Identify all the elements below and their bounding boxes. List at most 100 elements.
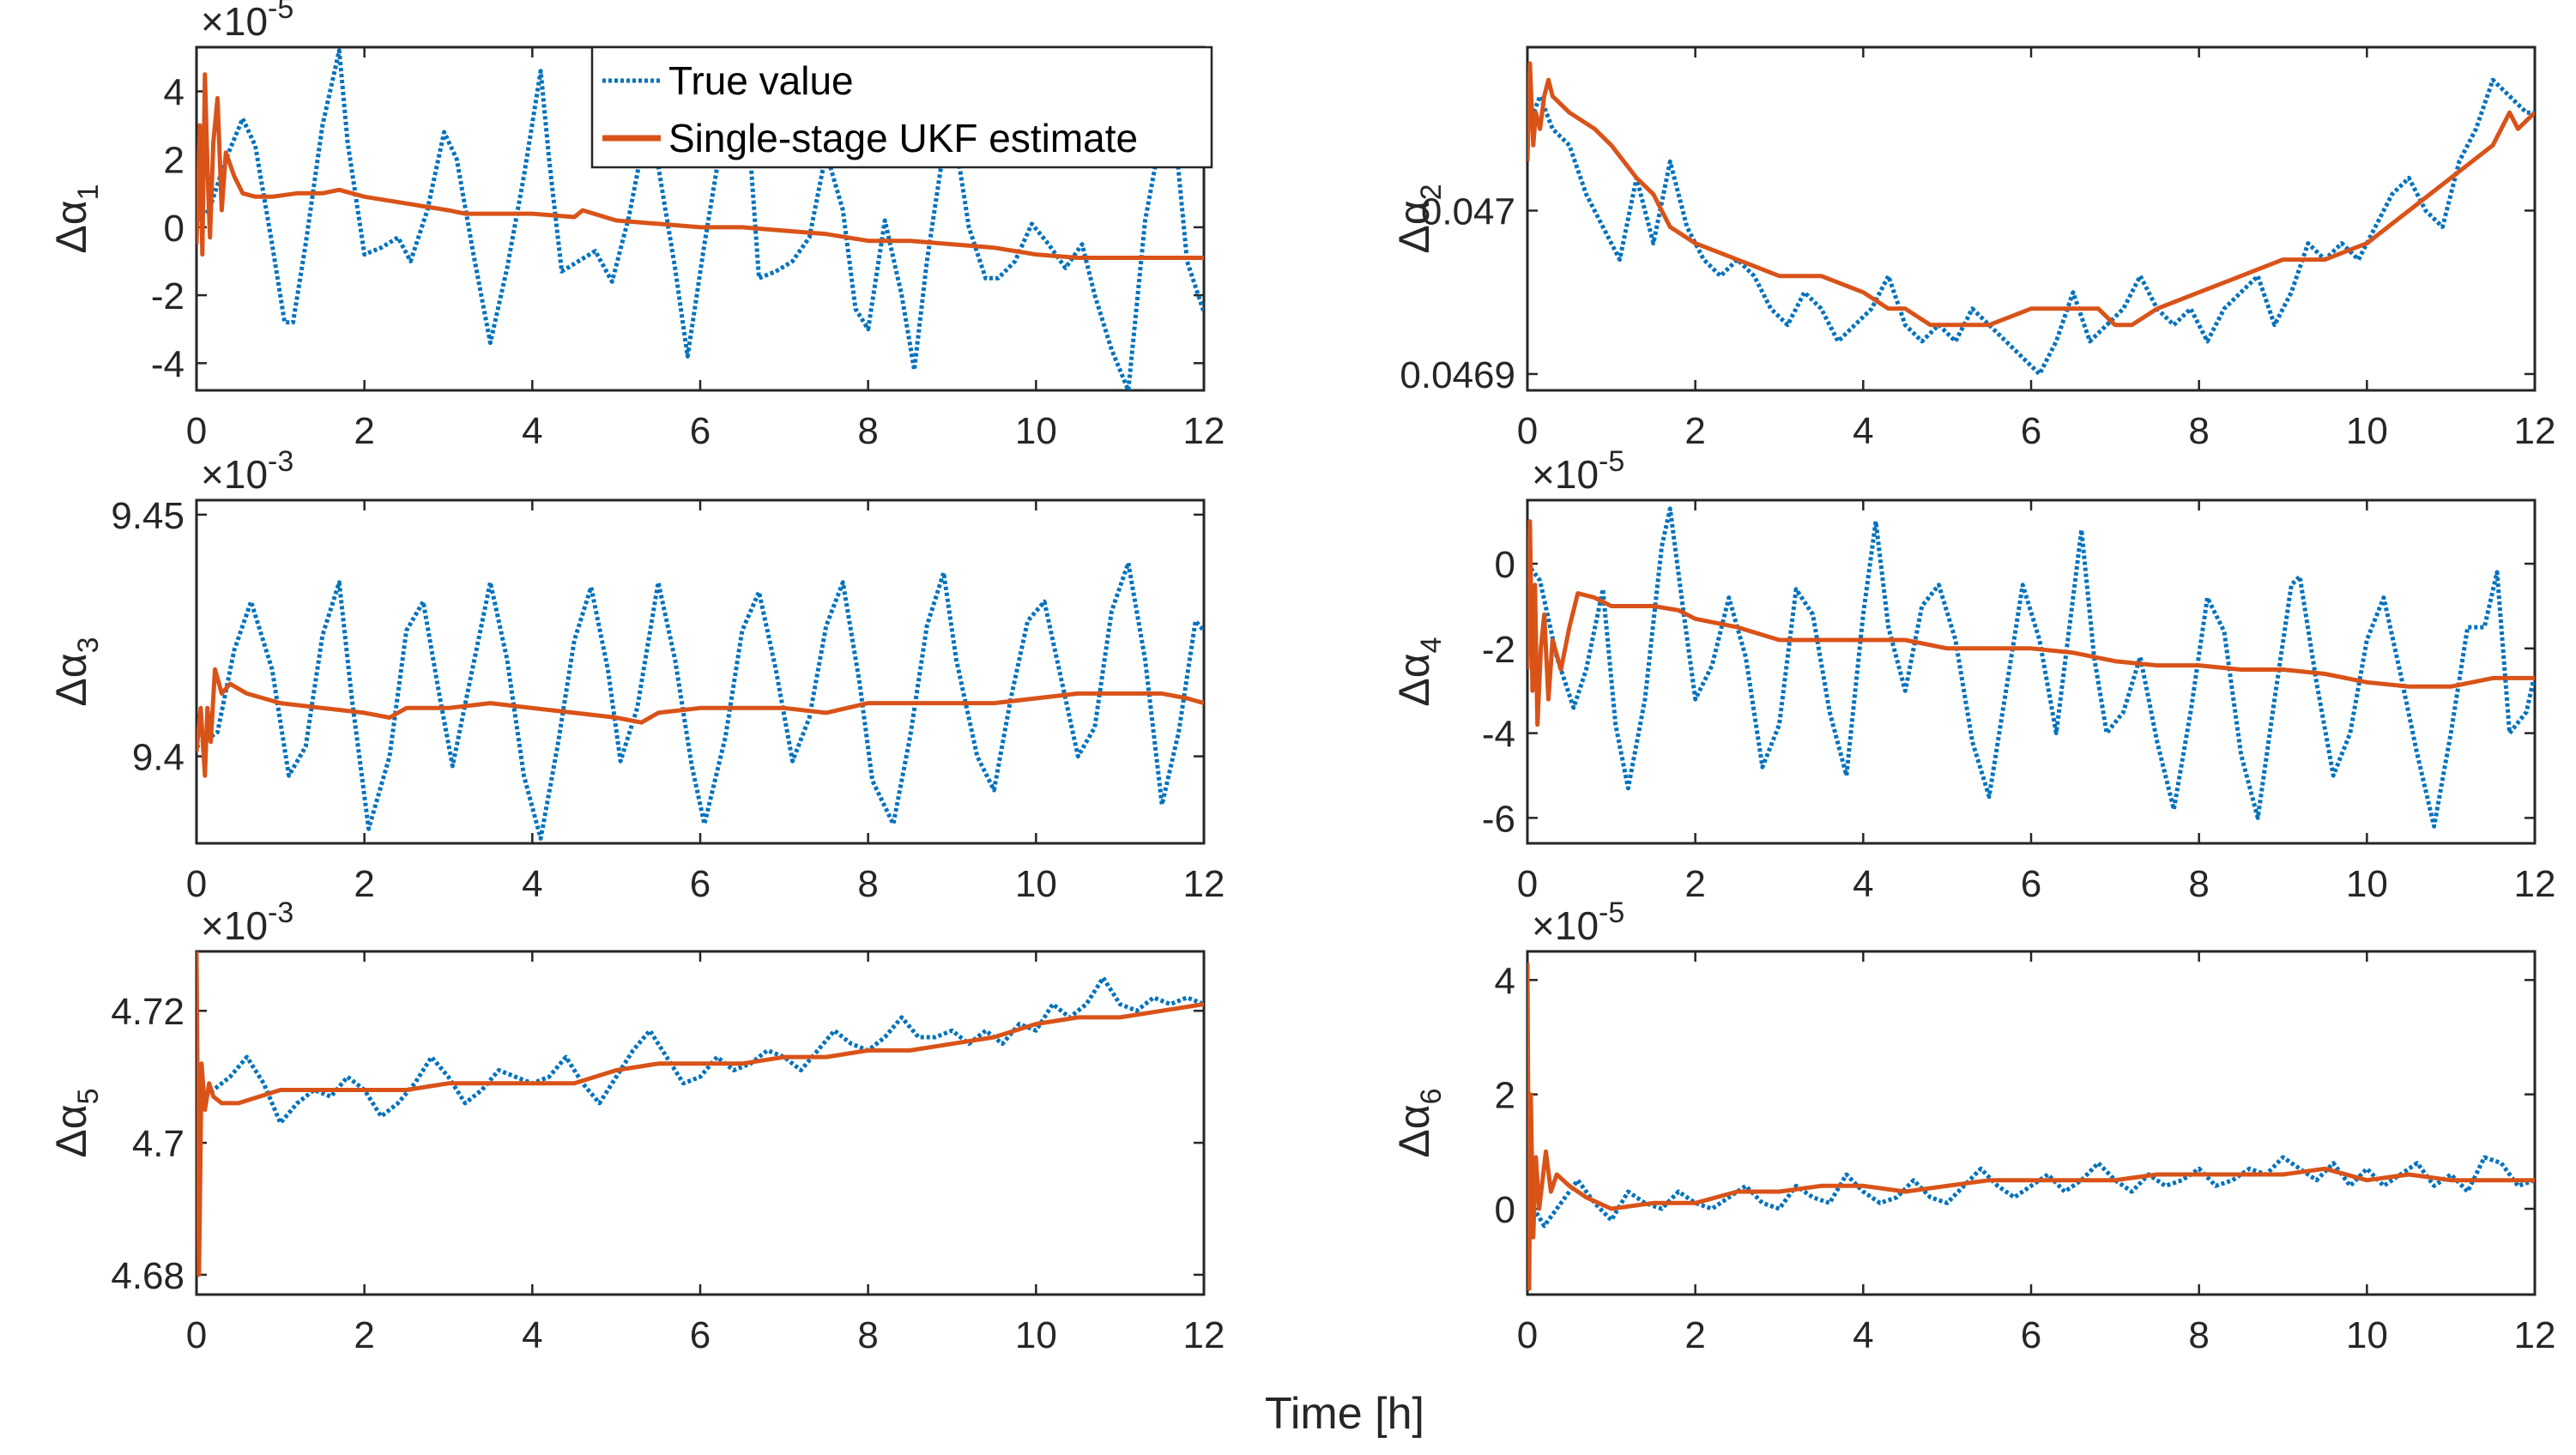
- panel-3-true-value-line: [197, 560, 1204, 841]
- panel-3-y-tick-label: 9.4: [132, 737, 184, 779]
- panel-1-true-value-line: [197, 48, 1204, 390]
- panel-6-y-tick-label: 2: [1495, 1075, 1515, 1117]
- panel-2-x-tick-label: 8: [2188, 410, 2209, 452]
- panel-6-exponent-label: ×10-5: [1532, 897, 1624, 948]
- panel-2-y-axis-label: Δα2: [1390, 184, 1448, 253]
- panel-3-y-axis-label: Δα3: [47, 637, 105, 706]
- panel-3-x-tick-label: 12: [1183, 863, 1225, 905]
- panel-3-y-axis-label-main: Δα: [47, 653, 95, 706]
- panel-3-axes-box: [195, 498, 1206, 845]
- legend-ukf-estimate-label: Single-stage UKF estimate: [668, 116, 1138, 160]
- panel-3-ukf-estimate-line: [197, 667, 1204, 778]
- panel-3-x-tick-label: 4: [522, 863, 542, 905]
- panel-5-y-axis-label: Δα5: [47, 1088, 105, 1157]
- panel-5-x-tick-label: 12: [1183, 1314, 1225, 1356]
- panel-2-x-tick-label: 4: [1853, 410, 1873, 452]
- panel-6-x-tick-label: 12: [2514, 1314, 2556, 1356]
- panel-6-x-tick-label: 6: [2021, 1314, 2041, 1356]
- panel-4-series-group: [1527, 506, 2535, 829]
- panel-6-x-tick-label: 2: [1684, 1314, 1705, 1356]
- panel-6-y-tick-label: 0: [1495, 1189, 1515, 1231]
- panel-1-y-axis-label: Δα1: [47, 184, 105, 253]
- panel-5-x-tick-label: 8: [857, 1314, 878, 1356]
- panel-4-true-value-line: [1527, 506, 2535, 829]
- panel-4-y-axis-label: Δα4: [1390, 637, 1448, 706]
- panel-5-y-tick-label: 4.72: [111, 991, 184, 1033]
- panel-5-ukf-estimate-line: [197, 951, 1204, 1277]
- panel-4-x-tick-label: 0: [1517, 863, 1538, 905]
- panel-3-x-tick-label: 8: [857, 863, 878, 905]
- panel-5-x-tick-label: 6: [690, 1314, 711, 1356]
- panel-2-x-tick-label: 12: [2514, 410, 2556, 452]
- panel-5-x-tick-label: 10: [1015, 1314, 1057, 1356]
- panel-1-x-tick-label: 8: [857, 410, 878, 452]
- panel-4-exponent-power: -5: [1599, 445, 1624, 478]
- panel-6-y-axis-label-main: Δα: [1390, 1104, 1438, 1157]
- panel-5-x-tick-label: 4: [522, 1314, 542, 1356]
- panel-2-axes-box: [1526, 45, 2537, 392]
- panel-1-y-axis-label-main: Δα: [47, 200, 95, 253]
- panel-4-axes-box: [1526, 498, 2537, 845]
- panel-3-y-axis-label-sub: 3: [72, 637, 105, 653]
- panel-3-exponent-label: ×10-3: [201, 445, 293, 497]
- panel-1-series-group: [197, 48, 1204, 390]
- panel-1-x-tick-label: 12: [1183, 410, 1225, 452]
- legend-box: [590, 45, 1213, 169]
- panel-2-y-axis-label-sub: 2: [1415, 184, 1448, 200]
- panel-1-ukf-estimate-line: [197, 72, 1204, 260]
- panel-2-x-tick-label: 10: [2346, 410, 2388, 452]
- panel-3-x-tick-label: 0: [186, 863, 207, 905]
- x-axis-label: Time [h]: [1265, 1389, 1424, 1439]
- panel-6-x-tick-label: 8: [2188, 1314, 2209, 1356]
- panel-1-y-tick-label: -4: [151, 343, 184, 385]
- panel-2-x-tick-label: 0: [1517, 410, 1538, 452]
- panel-5-axes-box: [195, 950, 1206, 1296]
- panel-4-x-tick-label: 12: [2514, 863, 2556, 905]
- panel-1-x-tick-label: 4: [522, 410, 542, 452]
- panel-1-x-tick-label: 2: [354, 410, 374, 452]
- panel-4-y-tick-label: -4: [1482, 714, 1515, 756]
- panel-5-y-axis-label-sub: 5: [72, 1088, 105, 1104]
- panel-5-y-tick-label: 4.68: [111, 1255, 184, 1297]
- panel-6-y-axis-label-sub: 6: [1415, 1088, 1448, 1104]
- panel-5-series-group: [197, 951, 1204, 1277]
- panel-5-exponent-power: -3: [268, 897, 293, 929]
- panel-1-x-tick-label: 0: [186, 410, 207, 452]
- panel-4-x-tick-label: 2: [1684, 863, 1705, 905]
- panel-3-y-tick-label: 9.45: [111, 495, 184, 537]
- panel-6-ukf-estimate-line: [1527, 963, 2535, 1291]
- legend: True value Single-stage UKF estimate: [590, 45, 1213, 169]
- panel-1-y-axis-label-sub: 1: [72, 184, 105, 200]
- panel-5-x-tick-label: 2: [354, 1314, 374, 1356]
- panel-3-x-tick-label: 6: [690, 863, 711, 905]
- panel-1-exponent-power: -5: [268, 0, 293, 25]
- panel-2-y-tick-label: 0.047: [1421, 190, 1515, 232]
- panel-4-y-axis-label-sub: 4: [1415, 637, 1448, 653]
- panel-3-exponent-power: -3: [268, 445, 293, 478]
- panel-3-x-tick-label: 2: [354, 863, 374, 905]
- panel-4-x-tick-label: 4: [1853, 863, 1873, 905]
- panel-2-y-tick-label: 0.0469: [1400, 354, 1515, 396]
- panel-2-true-value-line: [1527, 77, 2535, 377]
- panel-5-x-tick-label: 0: [186, 1314, 207, 1356]
- panel-2-series-group: [1527, 61, 2535, 377]
- panel-5-y-axis-label-main: Δα: [47, 1104, 95, 1157]
- panel-4-y-tick-label: -2: [1482, 629, 1515, 671]
- panel-5-y-tick-label: 4.7: [132, 1123, 184, 1165]
- panel-6-y-tick-label: 4: [1495, 960, 1515, 1002]
- panel-3-x-tick-label: 10: [1015, 863, 1057, 905]
- panel-6-exponent-power: -5: [1599, 897, 1624, 929]
- legend-true-value-label: True value: [668, 58, 854, 103]
- panel-2-x-tick-label: 6: [2021, 410, 2041, 452]
- panel-4-y-tick-label: 0: [1495, 544, 1515, 586]
- panel-3-series-group: [197, 560, 1204, 841]
- panel-1-x-tick-label: 10: [1015, 410, 1057, 452]
- panel-6-true-value-line: [1527, 1155, 2535, 1229]
- panel-3: 0 2 4 6 8 10 12 9.4 9.45 ×10-3 Δα3: [47, 445, 1225, 905]
- panel-6-y-axis-label: Δα6: [1390, 1088, 1448, 1157]
- panel-4-y-axis-label-main: Δα: [1390, 653, 1438, 706]
